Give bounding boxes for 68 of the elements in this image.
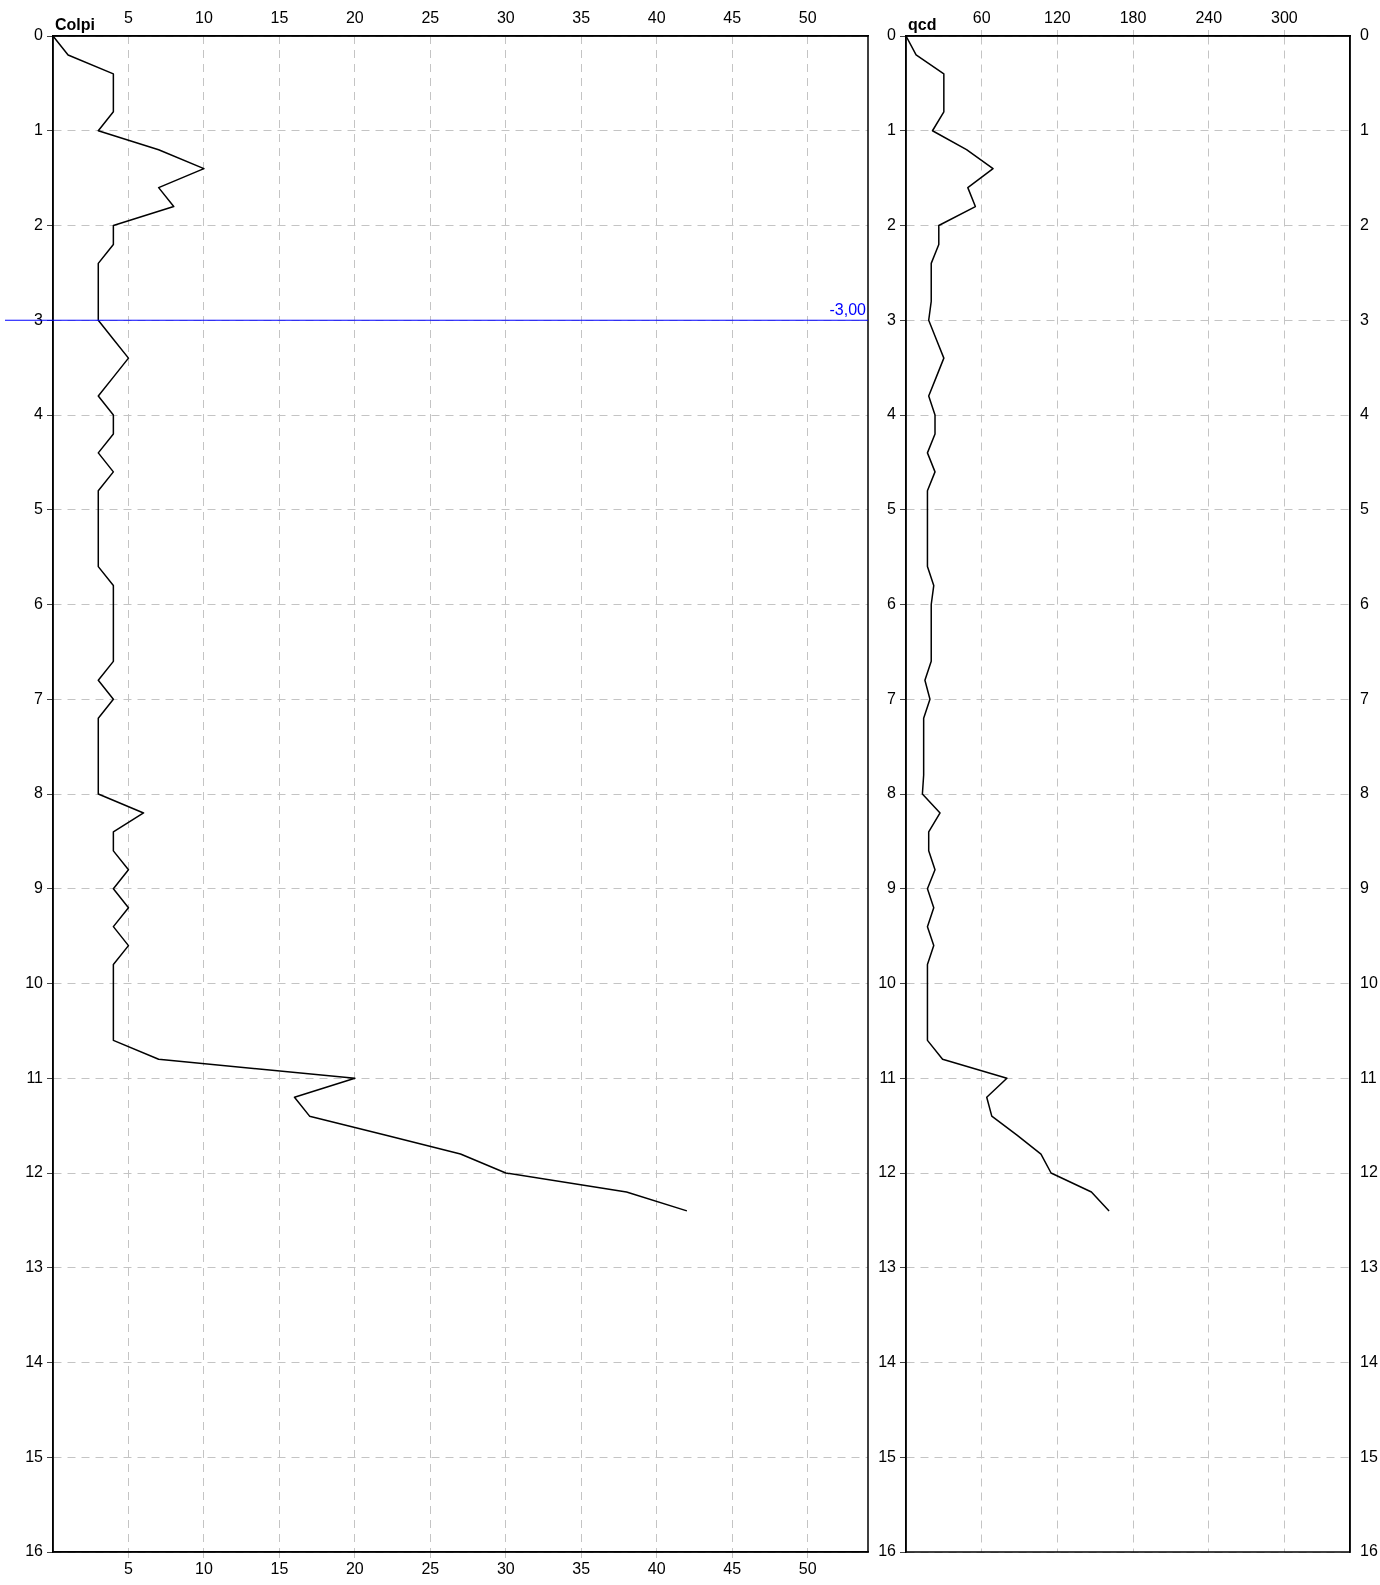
y2-tick-label: 13	[878, 1258, 897, 1276]
y2-tick-label: 11	[879, 1068, 897, 1086]
y-tick-label: 9	[34, 879, 44, 897]
y-tick-label: 6	[1360, 594, 1369, 612]
x-tick-label: 5	[124, 1560, 134, 1578]
y-tick-label: 0	[34, 26, 44, 44]
y-tick-label: 14	[25, 1352, 44, 1370]
y-tick-label: 11	[26, 1068, 44, 1086]
y2-tick-label: 10	[878, 973, 897, 991]
y-tick-label: 2	[1360, 215, 1369, 233]
x-tick-label: 30	[496, 1560, 515, 1578]
chart-title: qcd	[908, 16, 937, 34]
y-tick-label: 5	[1360, 500, 1369, 518]
x-tick-label: 240	[1195, 8, 1223, 26]
y2-tick-label: 3	[887, 310, 897, 328]
x-tick-label: 45	[723, 1560, 742, 1578]
y-tick-label: 14	[1360, 1352, 1378, 1370]
y2-tick-label: 8	[887, 784, 897, 802]
x-tick-label: 40	[647, 1560, 666, 1578]
x-tick-label: 180	[1119, 8, 1147, 26]
y-tick-label: 8	[34, 784, 44, 802]
y-tick-label: 7	[1360, 689, 1369, 707]
y2-tick-label: 12	[878, 1163, 897, 1181]
annotation: -3,00	[829, 300, 867, 318]
y-tick-label: 1	[1360, 121, 1369, 139]
x-tick-label: 35	[572, 1560, 591, 1578]
y-tick-label: 13	[1360, 1258, 1378, 1276]
y-tick-label: 12	[25, 1163, 44, 1181]
y-tick-label: 0	[1360, 26, 1369, 44]
y-tick-label: 13	[25, 1258, 44, 1276]
y-tick-label: 15	[25, 1447, 44, 1465]
y2-tick-label: 16	[878, 1542, 897, 1560]
x-tick-label: 120	[1044, 8, 1071, 26]
y2-tick-label: 7	[887, 689, 897, 707]
y2-tick-label: 14	[878, 1352, 897, 1370]
y2-tick-label: 6	[887, 594, 897, 612]
x-tick-label: 25	[421, 1560, 440, 1578]
x-tick-label: 15	[270, 1560, 289, 1578]
y-tick-label: 7	[34, 689, 44, 707]
y-tick-label: 4	[1360, 405, 1369, 423]
y2-tick-label: 4	[887, 405, 897, 423]
y-tick-label: 10	[1360, 973, 1378, 991]
x-tick-label: 50	[798, 1560, 817, 1578]
chart-title: Colpi	[55, 16, 95, 34]
y-tick-label: 2	[34, 215, 44, 233]
y2-tick-label: 9	[887, 879, 897, 897]
y-tick-label: 10	[25, 973, 44, 991]
y-tick-label: 6	[34, 594, 44, 612]
y-tick-label: 5	[34, 500, 44, 518]
x-tick-label: 60	[972, 8, 991, 26]
y2-tick-label: 5	[887, 500, 897, 518]
x-tick-label: 300	[1271, 8, 1298, 26]
y2-tick-label: 1	[887, 121, 897, 139]
x-tick-label: 10	[195, 1560, 213, 1578]
y-tick-label: 8	[1360, 784, 1369, 802]
y-tick-label: 3	[1360, 310, 1369, 328]
y-tick-label: 4	[34, 405, 44, 423]
y2-tick-label: 0	[887, 26, 897, 44]
y-tick-label: 9	[1360, 879, 1369, 897]
y-tick-label: 12	[1360, 1163, 1378, 1181]
y-tick-label: 16	[25, 1542, 44, 1560]
x-tick-label: 20	[345, 1560, 364, 1578]
y2-tick-label: 2	[887, 215, 897, 233]
y-tick-label: 11	[1360, 1068, 1377, 1086]
y-tick-label: 1	[34, 121, 44, 139]
y-tick-label: 15	[1360, 1447, 1378, 1465]
y2-tick-label: 15	[878, 1447, 897, 1465]
y-tick-label: 16	[1360, 1542, 1378, 1560]
